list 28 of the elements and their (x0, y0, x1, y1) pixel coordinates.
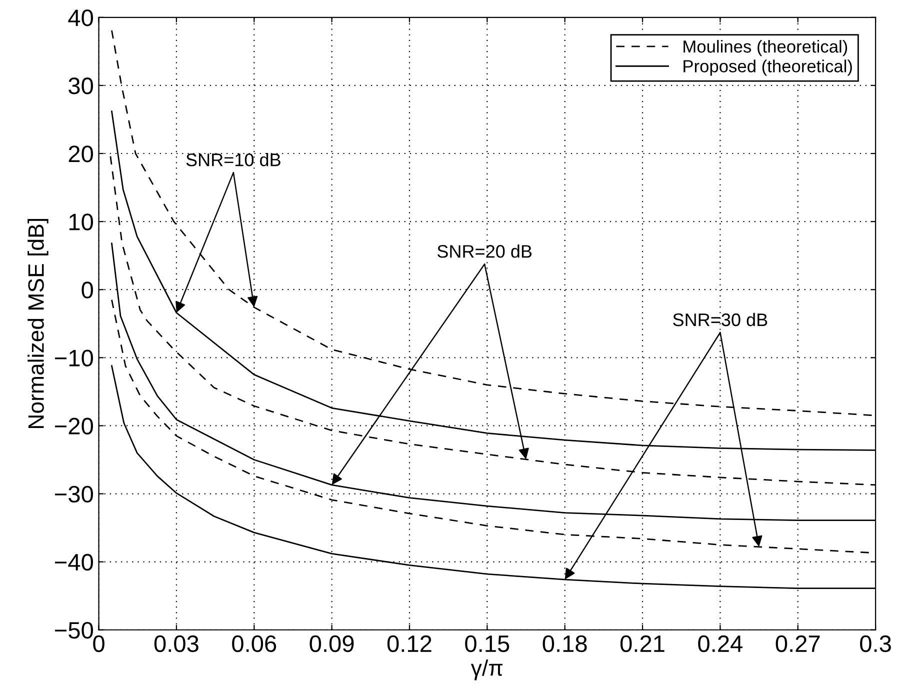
y-tick-label: 20 (68, 146, 93, 162)
x-tick-label: 0.24 (698, 635, 742, 652)
x-tick-label: 0.21 (620, 635, 664, 652)
x-tick-label: 0.12 (387, 635, 432, 652)
y-tick-label: −50 (55, 622, 93, 639)
y-axis-title: Normalized MSE [dB] (28, 219, 48, 428)
y-tick-label: 30 (68, 78, 93, 94)
x-axis-title: γ/π (470, 660, 502, 680)
y-tick-label: 0 (82, 282, 93, 298)
legend-label: Proposed (theoretical) (684, 60, 852, 76)
annotation: SNR=10 dB (186, 153, 280, 166)
x-tick-label: 0.09 (310, 635, 354, 652)
x-tick-label: 0.3 (860, 635, 891, 652)
annotation: SNR=30 dB (673, 312, 768, 326)
y-tick-label: 40 (68, 9, 93, 26)
x-tick-label: 0.03 (154, 635, 198, 652)
x-tick-label: 0.18 (542, 635, 587, 652)
y-tick-label: 10 (69, 214, 93, 230)
x-tick-label: 0.06 (232, 635, 276, 652)
y-tick-label: −30 (55, 486, 93, 503)
x-tick-label: 0.15 (465, 635, 510, 652)
x-tick-label: 0.27 (776, 635, 820, 652)
legend-label: Moulines (theoretical) (684, 40, 848, 56)
y-tick-label: −10 (55, 350, 93, 366)
x-tick-label: 0 (93, 635, 104, 652)
annotation: SNR=20 dB (437, 244, 532, 258)
y-tick-label: −20 (55, 418, 93, 435)
y-tick-label: −40 (55, 554, 93, 571)
